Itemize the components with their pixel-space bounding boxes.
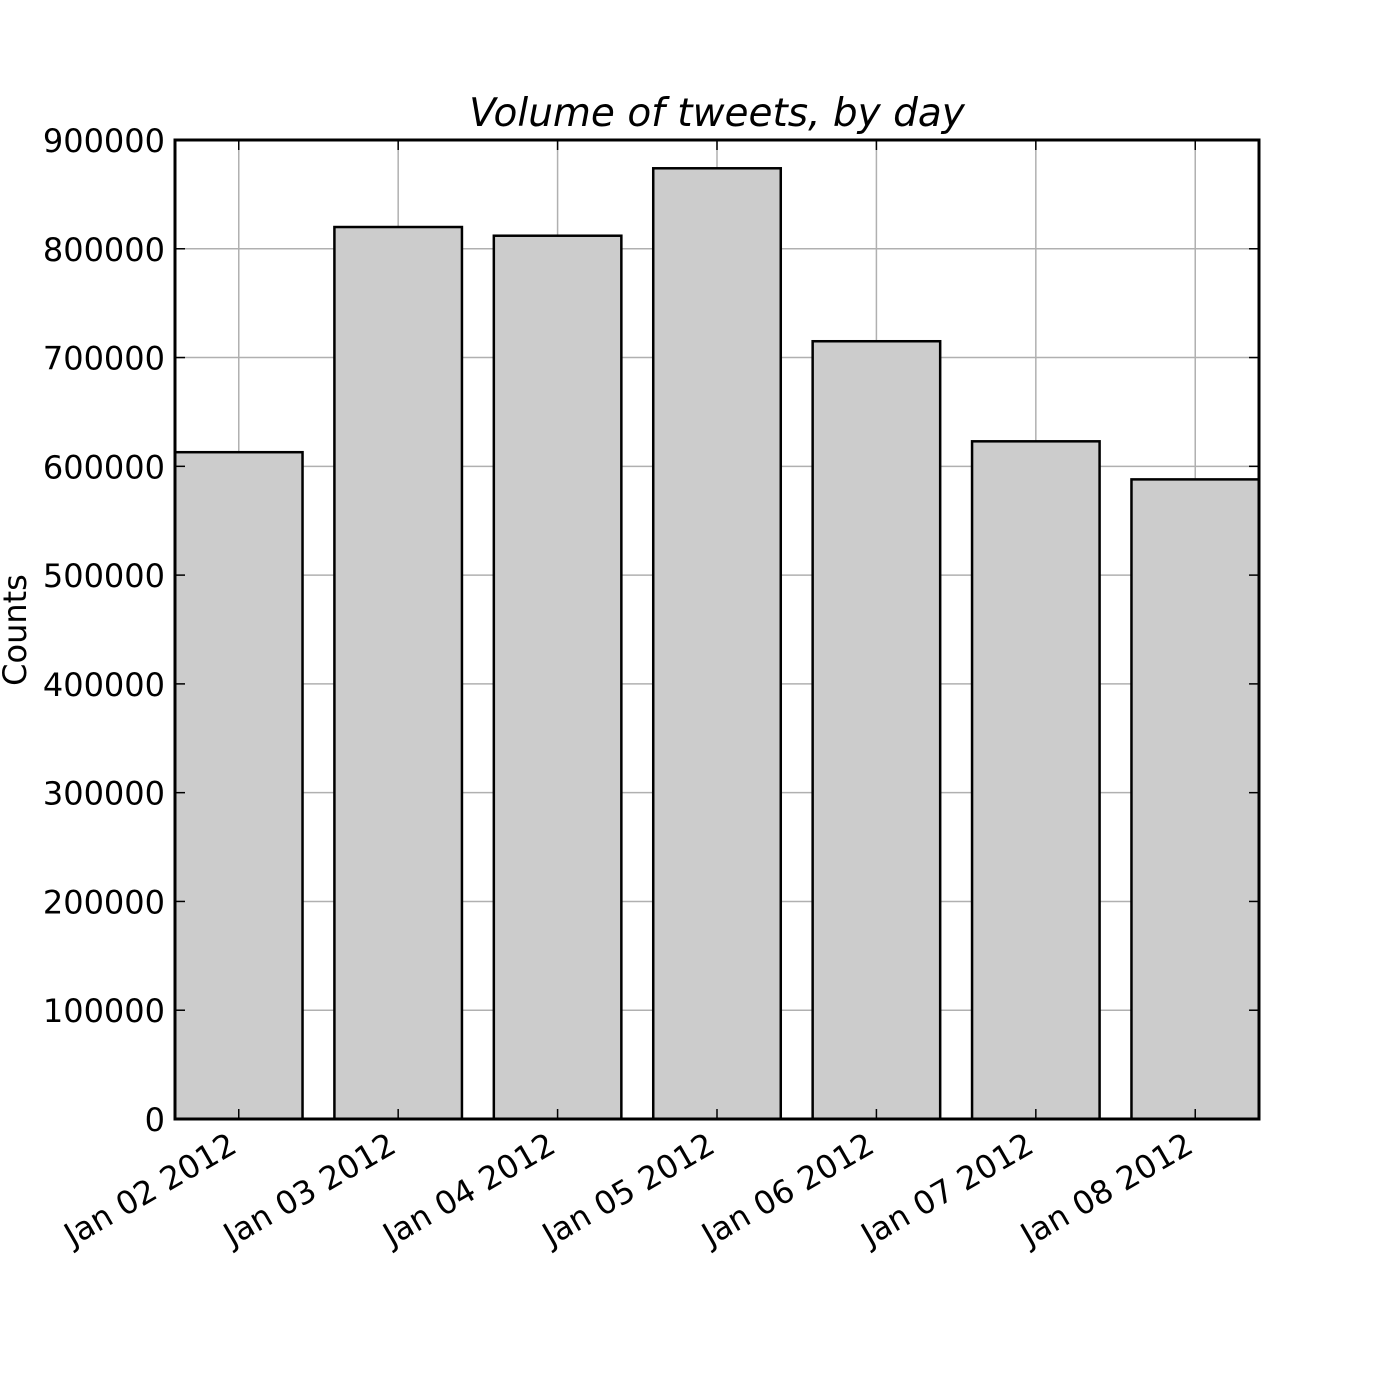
bars <box>173 167 1261 1121</box>
y-tick-label: 300000 <box>43 775 165 813</box>
bar <box>173 450 304 1121</box>
y-tick-label: 600000 <box>43 448 165 486</box>
bar <box>1130 478 1261 1121</box>
bar <box>811 339 942 1121</box>
bar <box>333 225 464 1121</box>
bar <box>970 440 1101 1121</box>
y-axis-tick-labels: 0 100000 200000 300000 400000 500000 600000 700… <box>43 122 165 1139</box>
bar <box>651 167 783 1121</box>
y-tick-label: 500000 <box>43 557 165 595</box>
y-tick-label: 200000 <box>43 883 165 921</box>
y-tick-label: 400000 <box>43 666 165 704</box>
bar <box>492 234 623 1121</box>
y-tick-label: 900000 <box>43 122 165 160</box>
y-tick-label: 800000 <box>43 231 165 269</box>
y-tick-label: 700000 <box>43 340 165 378</box>
y-axis-label: Counts <box>0 574 34 686</box>
axis-ticks <box>175 139 1259 1120</box>
y-tick-label: 0 <box>145 1101 165 1139</box>
chart-title: Volume of tweets, by day <box>469 91 966 136</box>
y-tick-label: 100000 <box>43 992 165 1030</box>
